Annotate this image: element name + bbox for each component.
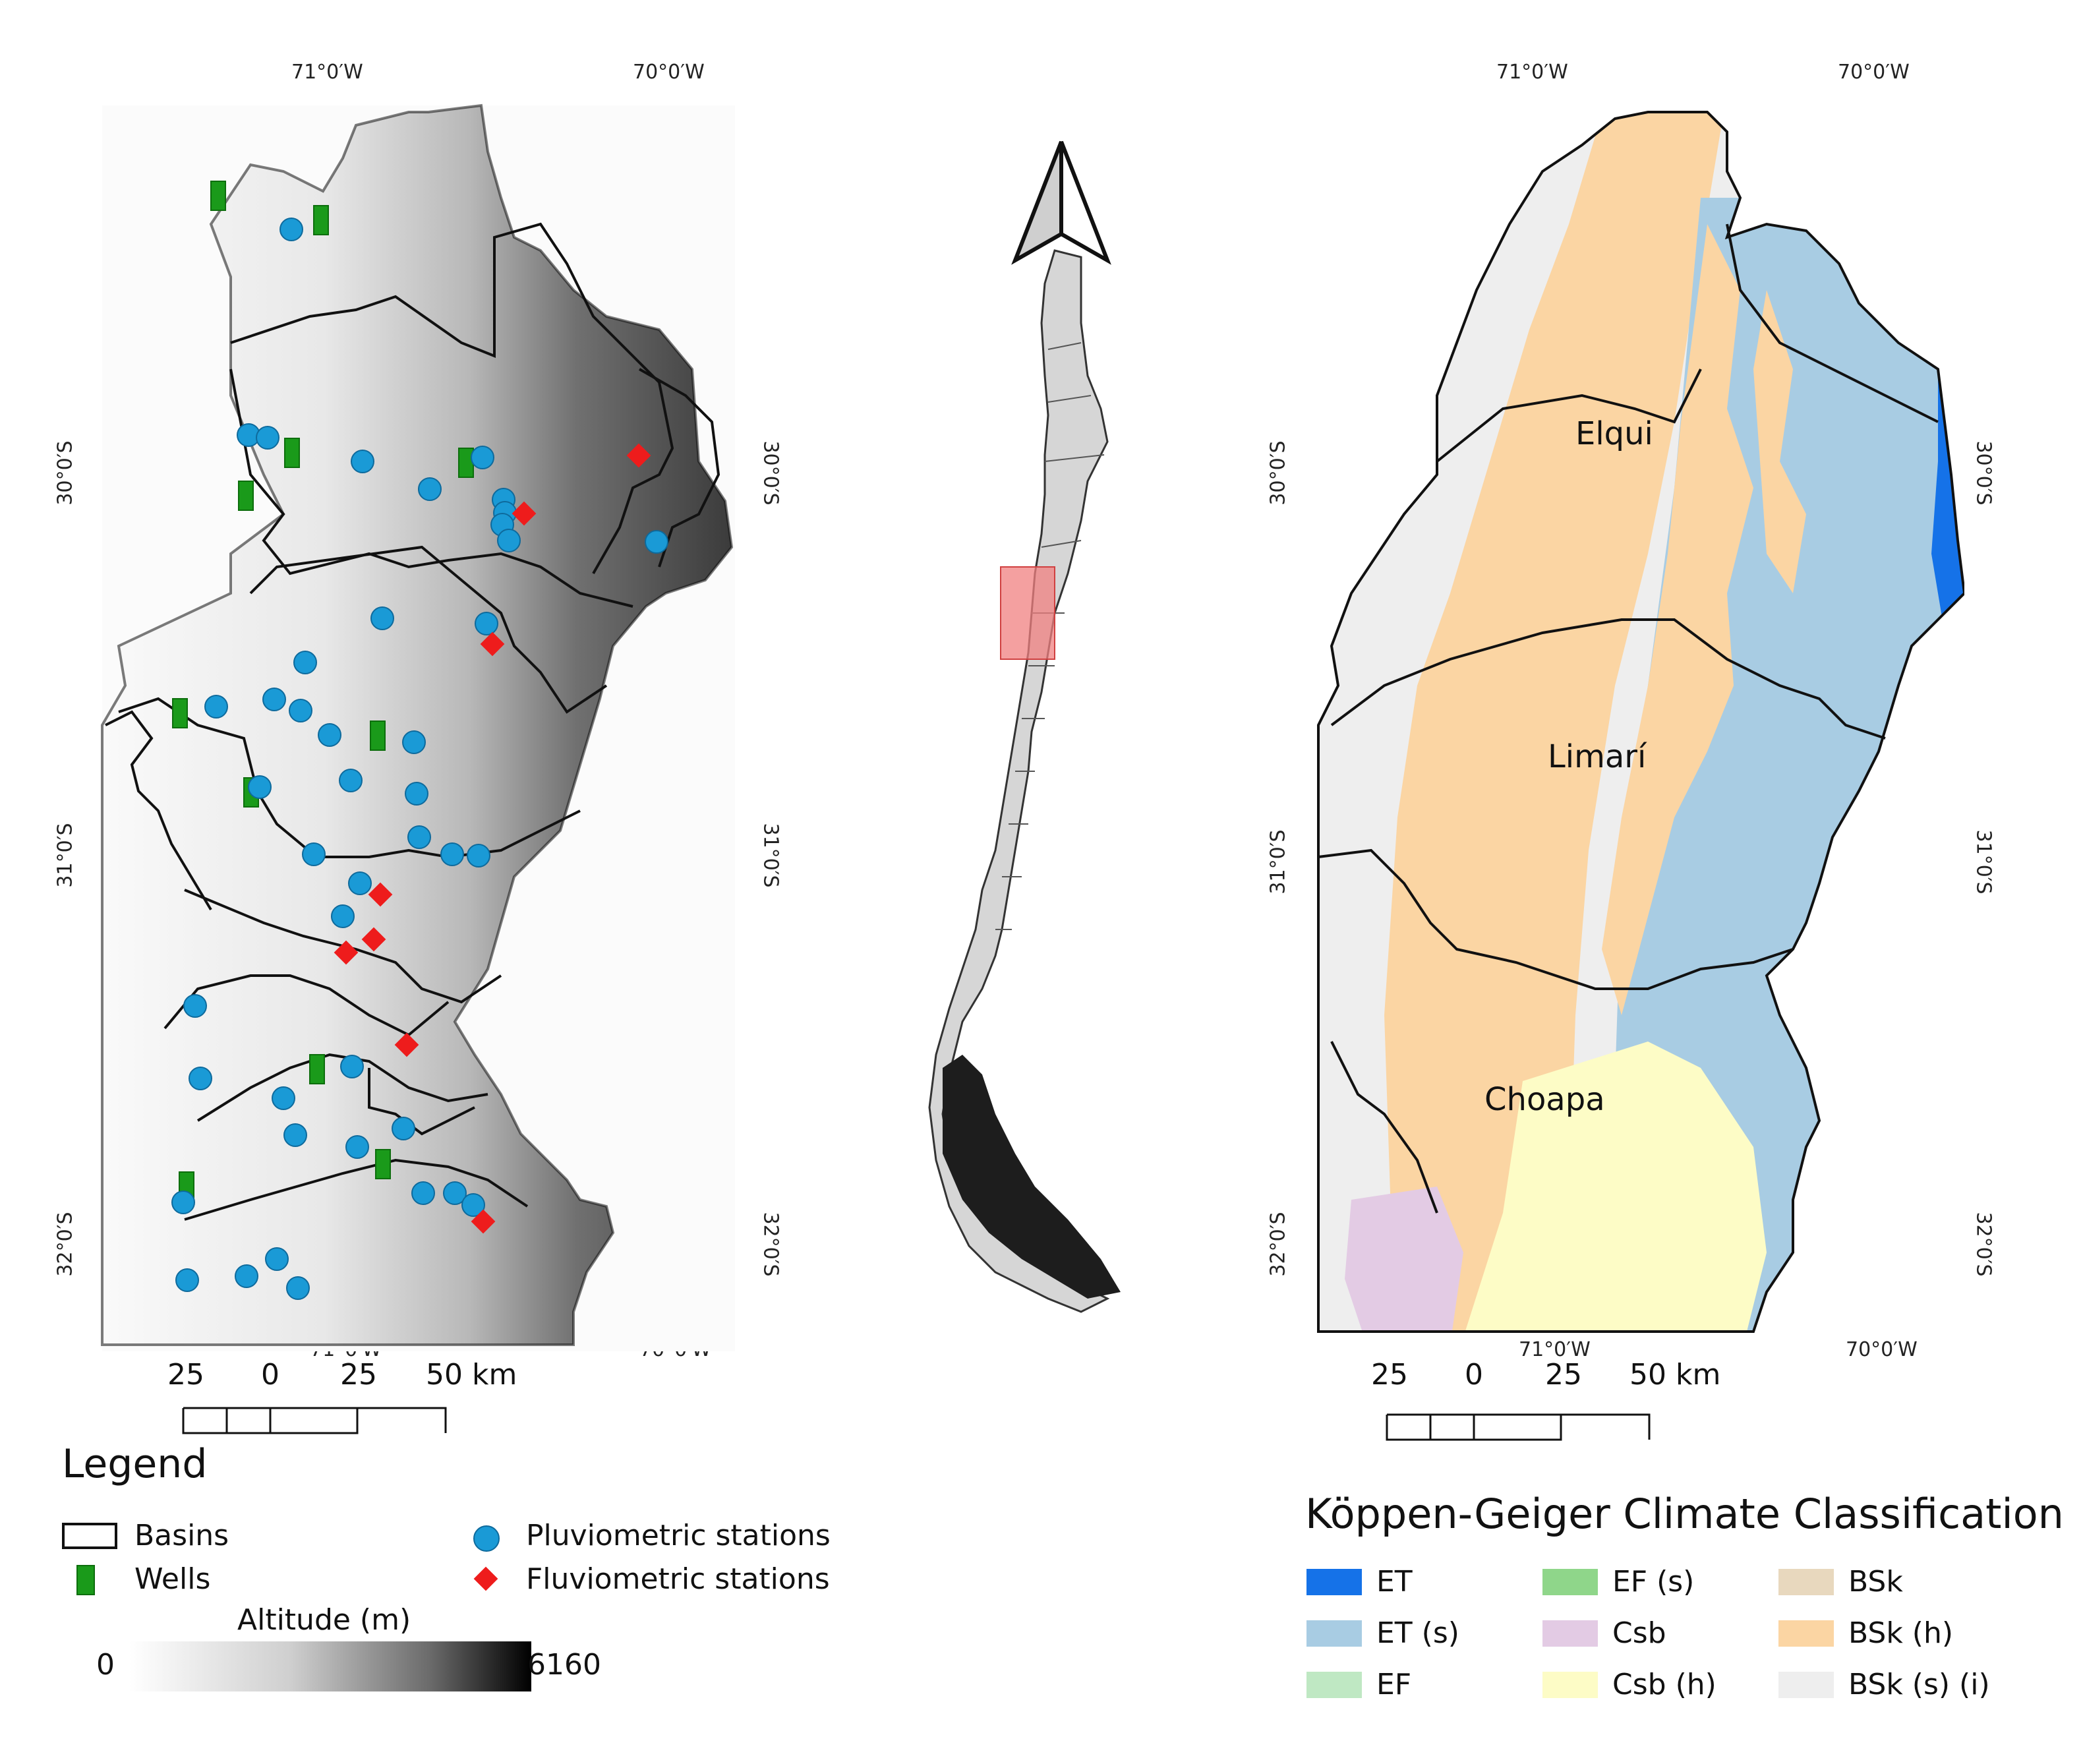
- swatch-et: [1306, 1569, 1362, 1595]
- basin-label-elqui: Elqui: [1575, 415, 1653, 452]
- swatch-et-s: [1306, 1620, 1362, 1647]
- right-lat-label-32-right: 32°0′S: [1972, 1212, 1995, 1277]
- right-scale-0: 0: [1465, 1358, 1483, 1392]
- altitude-gradient-bar: [129, 1641, 531, 1691]
- right-lat-label-30: 30°0′S: [1266, 440, 1290, 506]
- well-marker: [238, 481, 254, 511]
- right-scale-25b: 25: [1545, 1358, 1582, 1392]
- basins-legend-swatch: [62, 1523, 117, 1549]
- legend-bsk-h: BSk (h): [1848, 1616, 1954, 1650]
- swatch-bsk: [1778, 1569, 1834, 1595]
- swatch-bsk-h: [1778, 1620, 1834, 1647]
- legend-csb: Csb: [1612, 1616, 1666, 1650]
- climate-legend-title: Köppen-Geiger Climate Classification: [1305, 1490, 2064, 1538]
- right-lat-label-31-right: 31°0′S: [1972, 829, 1995, 895]
- well-marker: [458, 448, 474, 478]
- left-scale-bar: [182, 1407, 447, 1434]
- right-lat-label-31: 31°0′S: [1266, 829, 1290, 895]
- well-marker: [309, 1054, 325, 1084]
- climate-map: [1317, 111, 1964, 1333]
- legend-title: Legend: [62, 1441, 208, 1487]
- well-marker: [284, 438, 300, 468]
- swatch-bsk-s-i: [1778, 1672, 1834, 1698]
- dem-map: [101, 103, 734, 1346]
- fluviometric-layer: [334, 443, 651, 1234]
- right-lat-label-32: 32°0′S: [1266, 1212, 1290, 1277]
- legend-wells-label: Wells: [134, 1562, 211, 1596]
- legend-ef: EF: [1376, 1668, 1412, 1701]
- well-marker: [210, 181, 226, 211]
- pluviometric-layer: [171, 218, 668, 1300]
- right-scale-bar: [1386, 1413, 1651, 1441]
- right-lon-top-1: 71°0′W: [1496, 61, 1568, 84]
- legend-fluviometric-label: Fluviometric stations: [526, 1562, 830, 1596]
- north-arrow-icon: [1011, 140, 1111, 265]
- left-scale-25a: 25: [167, 1358, 204, 1392]
- right-lat-label-30-right: 30°0′S: [1972, 440, 1995, 506]
- basin-label-limari: Limarí: [1548, 738, 1647, 775]
- well-marker: [370, 720, 386, 751]
- swatch-ef: [1306, 1672, 1362, 1698]
- legend-et-s: ET (s): [1376, 1616, 1459, 1650]
- legend-et: ET: [1376, 1565, 1413, 1599]
- basin-label-choapa: Choapa: [1484, 1081, 1605, 1118]
- altitude-title: Altitude (m): [237, 1603, 411, 1637]
- right-lon-bottom-2: 70°0′W: [1846, 1338, 1918, 1361]
- legend-basins-label: Basins: [134, 1519, 229, 1552]
- pluviometric-legend-icon: [473, 1525, 500, 1552]
- altitude-max: 6160: [527, 1648, 601, 1682]
- altitude-min: 0: [96, 1648, 115, 1682]
- legend-bsk: BSk: [1848, 1565, 1903, 1599]
- right-lon-top-2: 70°0′W: [1838, 61, 1910, 84]
- well-marker: [172, 698, 188, 728]
- study-area-highlight: [1000, 566, 1055, 660]
- well-marker: [313, 205, 329, 235]
- swatch-ef-s: [1542, 1569, 1598, 1595]
- left-lon-top-2: 70°0′W: [633, 61, 705, 84]
- swatch-csb-h: [1542, 1672, 1598, 1698]
- wells-legend-icon: [76, 1565, 95, 1595]
- right-scale-50km: 50 km: [1629, 1358, 1721, 1392]
- right-lon-bottom-1: 71°0′W: [1519, 1338, 1591, 1361]
- legend-csb-h: Csb (h): [1612, 1668, 1716, 1701]
- legend-pluviometric-label: Pluviometric stations: [526, 1519, 831, 1552]
- chile-outline: [928, 249, 1121, 1313]
- legend-bsk-s-i: BSk (s) (i): [1848, 1668, 1990, 1701]
- legend-ef-s: EF (s): [1612, 1565, 1695, 1599]
- right-scale-25a: 25: [1371, 1358, 1408, 1392]
- left-scale-50km: 50 km: [426, 1358, 517, 1392]
- swatch-csb: [1542, 1620, 1598, 1647]
- left-scale-0: 0: [261, 1358, 279, 1392]
- left-scale-25b: 25: [340, 1358, 377, 1392]
- well-marker: [375, 1149, 391, 1179]
- left-lon-top-1: 71°0′W: [291, 61, 363, 84]
